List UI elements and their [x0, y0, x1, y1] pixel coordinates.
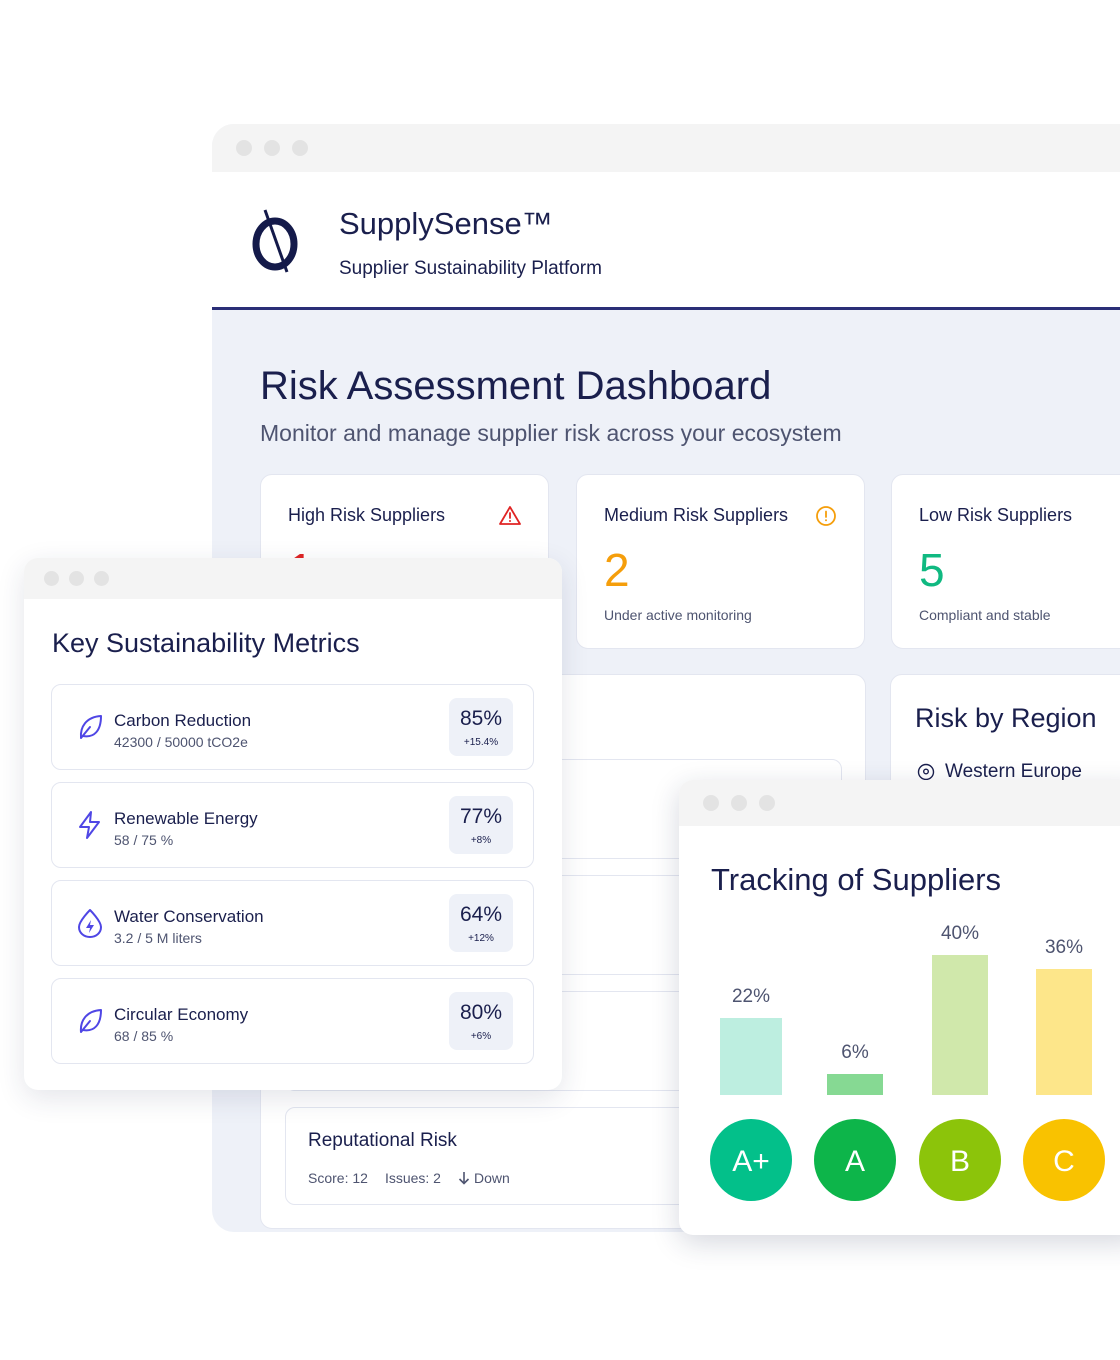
metric-name: Carbon Reduction — [114, 711, 252, 730]
metric-delta: +8% — [470, 835, 492, 846]
metric-badge: 77% +8% — [449, 796, 513, 854]
medium-risk-card[interactable]: Medium Risk Suppliers 2 Under active mon… — [576, 474, 865, 649]
metric-percent: 80% — [459, 1001, 503, 1024]
alert-circle-icon — [816, 506, 836, 526]
page-subtitle: Monitor and manage supplier risk across … — [260, 420, 842, 446]
app-tagline: Supplier Sustainability Platform — [339, 258, 602, 279]
window-close-dot[interactable] — [236, 140, 252, 156]
risk-card-label: Medium Risk Suppliers — [604, 505, 789, 525]
window-minimize-dot[interactable] — [731, 795, 747, 811]
grade-label: A+ — [732, 1145, 770, 1178]
metric-badge: 80% +6% — [449, 992, 513, 1050]
region-item-western-europe[interactable]: Western Europe — [917, 761, 1082, 783]
risk-card-note: Under active monitoring — [604, 607, 752, 623]
metric-delta: +6% — [470, 1031, 492, 1042]
metric-delta: +12% — [468, 933, 494, 944]
metric-detail: 42300 / 50000 tCO2e — [114, 734, 248, 750]
bar-value-label: 40% — [941, 923, 979, 944]
risk-card-value: 2 — [604, 544, 630, 596]
grade-badge-A+[interactable] — [710, 1119, 792, 1201]
metric-card-carbon-reduction[interactable]: Carbon Reduction 42300 / 50000 tCO2e 85%… — [51, 684, 534, 770]
tracking-window: 22% A+ 6% A 40% B 36% C Tracking of Suppliers — [679, 780, 1120, 1235]
lightning-icon — [79, 811, 100, 839]
bar-C — [1036, 969, 1092, 1095]
risk-category-meta: Score: 12 Issues: 2 Down — [308, 1170, 510, 1186]
risk-category-title: Reputational Risk — [308, 1130, 457, 1151]
bar-value-label: 6% — [841, 1042, 869, 1063]
window-maximize-dot[interactable] — [759, 795, 775, 811]
bar-A — [827, 1074, 883, 1095]
metric-percent: 64% — [459, 903, 503, 926]
grade-label: B — [950, 1145, 970, 1178]
metric-card-renewable-energy[interactable]: Renewable Energy 58 / 75 % 77% +8% — [51, 782, 534, 868]
window-minimize-dot[interactable] — [264, 140, 280, 156]
water-drop-icon — [78, 909, 102, 938]
region-item-label: Western Europe — [945, 761, 1082, 782]
leaf-icon — [79, 1009, 102, 1033]
grade-badge-A[interactable] — [814, 1119, 896, 1201]
arrow-down-icon — [458, 1172, 470, 1185]
metric-card-circular-economy[interactable]: Circular Economy 68 / 85 % 80% +6% — [51, 978, 534, 1064]
risk-card-label: Low Risk Suppliers — [919, 505, 1073, 525]
metric-delta: +15.4% — [463, 737, 499, 748]
chart-title: Tracking of Suppliers — [711, 862, 1002, 897]
window-close-dot[interactable] — [44, 571, 59, 586]
window-titlebar — [24, 558, 562, 599]
leaf-icon — [79, 715, 102, 739]
metric-badge: 64% +12% — [449, 894, 513, 952]
risk-score: Score: 12 — [308, 1170, 368, 1186]
window-maximize-dot[interactable] — [292, 140, 308, 156]
risk-trend-label: Down — [473, 1170, 510, 1186]
window-close-dot[interactable] — [703, 795, 719, 811]
bar-value-label: 36% — [1045, 937, 1083, 958]
window-minimize-dot[interactable] — [69, 571, 84, 586]
alert-triangle-icon — [499, 506, 521, 525]
risk-card-value: 5 — [919, 544, 945, 596]
app-header: SupplySense™ Supplier Sustainability Pla… — [212, 172, 1120, 310]
metric-name: Water Conservation — [114, 907, 264, 926]
risk-card-label: High Risk Suppliers — [288, 505, 446, 525]
low-risk-card[interactable]: Low Risk Suppliers 5 Compliant and stabl… — [891, 474, 1120, 649]
bar-B — [932, 955, 988, 1095]
risk-issues: Issues: 2 — [384, 1170, 441, 1186]
page-title: Risk Assessment Dashboard — [260, 364, 772, 408]
grade-badge-C[interactable] — [1023, 1119, 1105, 1201]
risk-trend: Down — [458, 1170, 510, 1186]
metric-detail: 3.2 / 5 M liters — [114, 930, 202, 946]
metric-detail: 58 / 75 % — [114, 832, 174, 848]
metric-card-water-conservation[interactable]: Water Conservation 3.2 / 5 M liters 64% … — [51, 880, 534, 966]
metrics-title: Key Sustainability Metrics — [52, 628, 360, 658]
bar-A+ — [720, 1018, 782, 1095]
app-name: SupplySense™ — [339, 206, 553, 241]
window-titlebar — [679, 780, 1120, 826]
supplysense-logo-icon — [252, 209, 298, 273]
grade-badge-B[interactable] — [919, 1119, 1001, 1201]
grade-label: A — [845, 1145, 865, 1178]
bar-value-label: 22% — [732, 986, 770, 1007]
map-pin-icon — [917, 763, 935, 781]
window-maximize-dot[interactable] — [94, 571, 109, 586]
window-titlebar — [212, 124, 1120, 172]
region-panel-title: Risk by Region — [915, 703, 1097, 733]
metric-name: Circular Economy — [114, 1005, 249, 1024]
metric-percent: 77% — [459, 805, 503, 828]
grade-label: C — [1053, 1145, 1075, 1178]
metric-name: Renewable Energy — [114, 809, 258, 828]
risk-card-note: Compliant and stable — [919, 607, 1051, 623]
metric-detail: 68 / 85 % — [114, 1028, 174, 1044]
metric-badge: 85% +15.4% — [449, 698, 513, 756]
metric-percent: 85% — [459, 707, 503, 730]
metrics-window: Key Sustainability Metrics Carbon Reduct… — [24, 558, 562, 1090]
supplier-tracking-chart: 22% A+ 6% A 40% B 36% C — [710, 923, 1105, 1201]
